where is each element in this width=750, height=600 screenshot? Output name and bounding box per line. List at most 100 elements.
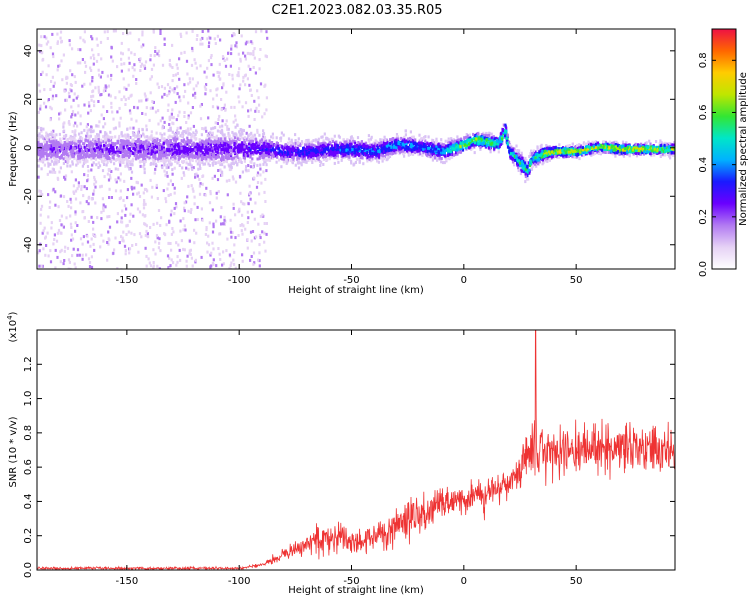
noise-cell: [149, 91, 152, 95]
spectrogram-cell: [193, 146, 196, 150]
spectrogram-cell: [97, 137, 100, 141]
noise-cell: [100, 210, 103, 214]
noise-cell: [174, 131, 178, 135]
noise-cell: [163, 169, 166, 173]
noise-cell: [201, 42, 204, 46]
noise-cell: [119, 189, 122, 193]
noise-cell: [168, 267, 171, 269]
noise-cell: [206, 250, 209, 254]
spectrogram-cell: [188, 132, 191, 136]
spectrogram-cell: [662, 145, 665, 149]
noise-cell: [253, 99, 256, 103]
noise-cell: [97, 85, 100, 89]
noise-cell: [265, 55, 268, 59]
spectrogram-cell: [143, 154, 146, 158]
spectrogram-cell: [353, 145, 356, 149]
noise-cell: [139, 134, 143, 138]
spectrogram-cell: [143, 163, 146, 167]
noise-cell: [91, 76, 94, 79]
noise-cell: [187, 114, 190, 118]
noise-cell: [74, 210, 77, 214]
spectrogram-cell: [385, 138, 388, 142]
noise-cell: [106, 74, 109, 78]
noise-cell: [110, 105, 113, 109]
noise-cell: [252, 66, 255, 69]
spectrogram-cell: [125, 156, 128, 160]
spectrogram-cell: [327, 153, 330, 157]
spectrogram-cell: [122, 140, 126, 143]
noise-cell: [81, 253, 84, 257]
spectrogram-cell: [225, 140, 229, 144]
spectrogram-cell: [144, 157, 147, 161]
noise-cell: [200, 255, 203, 259]
noise-cell: [106, 30, 109, 34]
spectrogram-cell: [177, 142, 180, 146]
noise-cell: [173, 212, 176, 216]
spectrogram-cell: [86, 165, 90, 168]
spectrogram-cell: [542, 154, 545, 158]
spectrogram-cell: [294, 133, 297, 137]
spectrogram-cell: [247, 149, 250, 153]
noise-cell: [149, 178, 152, 182]
noise-cell: [168, 256, 171, 260]
spectrogram-cell: [81, 164, 84, 168]
spectrogram-cell: [319, 163, 322, 167]
noise-cell: [206, 37, 209, 41]
noise-cell: [137, 127, 140, 131]
noise-cell: [137, 191, 140, 195]
noise-cell: [64, 108, 67, 112]
noise-cell: [108, 187, 111, 191]
noise-cell: [40, 204, 44, 208]
spectrogram-cell: [174, 156, 177, 159]
spectrogram-cell: [46, 157, 49, 161]
noise-cell: [157, 49, 160, 53]
spectrogram-cell: [519, 172, 522, 176]
spectrogram-cell: [311, 148, 314, 152]
noise-cell: [169, 64, 172, 68]
noise-cell: [87, 202, 90, 206]
noise-cell: [152, 261, 155, 264]
noise-cell: [80, 187, 83, 191]
spectrogram-cell: [182, 146, 185, 149]
noise-cell: [215, 93, 218, 97]
noise-cell: [152, 248, 155, 252]
noise-cell: [59, 111, 62, 115]
spectrogram-cell: [322, 139, 325, 143]
noise-cell: [143, 66, 147, 70]
noise-cell: [67, 204, 70, 208]
noise-cell: [72, 184, 75, 188]
noise-cell: [43, 163, 46, 167]
noise-cell: [166, 254, 170, 258]
spectrogram-cell: [81, 157, 84, 161]
spectrogram-cell: [360, 153, 363, 157]
noise-cell: [178, 57, 181, 61]
noise-cell: [167, 266, 170, 269]
noise-cell: [196, 218, 199, 221]
noise-cell: [214, 42, 217, 45]
noise-cell: [266, 36, 269, 40]
spectrogram-cell: [181, 144, 184, 148]
spectrogram-cell: [213, 151, 216, 155]
noise-cell: [70, 226, 73, 229]
noise-cell: [68, 39, 71, 43]
noise-cell: [198, 192, 202, 196]
noise-cell: [96, 43, 99, 47]
noise-cell: [56, 40, 59, 44]
spectrogram-cell: [319, 142, 322, 146]
noise-cell: [121, 52, 124, 56]
spectrogram-cell: [517, 153, 520, 157]
spectrogram-cell: [90, 142, 94, 146]
noise-cell: [193, 93, 196, 97]
noise-cell: [92, 100, 96, 104]
noise-cell: [153, 171, 156, 175]
noise-cell: [37, 111, 40, 114]
noise-cell: [159, 132, 162, 136]
spectrogram-cell: [159, 139, 162, 142]
noise-cell: [53, 238, 56, 241]
noise-cell: [99, 185, 102, 189]
noise-cell: [194, 218, 197, 222]
noise-cell: [239, 83, 242, 87]
spectrogram-cell: [119, 147, 122, 151]
noise-cell: [107, 93, 111, 97]
spectrogram-cell: [175, 134, 178, 137]
